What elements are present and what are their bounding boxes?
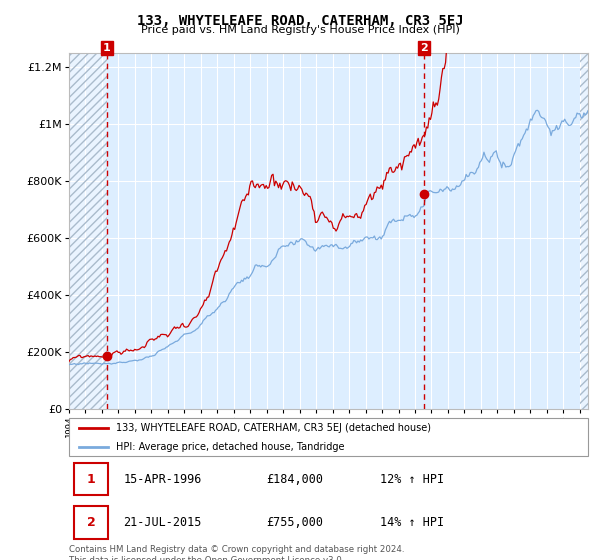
Text: 1: 1 — [87, 473, 95, 486]
FancyBboxPatch shape — [69, 418, 588, 456]
Bar — [69, 53, 107, 409]
Bar — [580, 53, 588, 409]
FancyBboxPatch shape — [74, 506, 108, 539]
Bar — [69, 53, 107, 409]
Text: £755,000: £755,000 — [266, 516, 323, 529]
Text: 15-APR-1996: 15-APR-1996 — [124, 473, 202, 486]
Text: 133, WHYTELEAFE ROAD, CATERHAM, CR3 5EJ (detached house): 133, WHYTELEAFE ROAD, CATERHAM, CR3 5EJ … — [116, 423, 431, 433]
Text: 14% ↑ HPI: 14% ↑ HPI — [380, 516, 445, 529]
FancyBboxPatch shape — [74, 463, 108, 496]
Text: Price paid vs. HM Land Registry's House Price Index (HPI): Price paid vs. HM Land Registry's House … — [140, 25, 460, 35]
Text: £184,000: £184,000 — [266, 473, 323, 486]
Bar — [69, 53, 107, 409]
Text: 21-JUL-2015: 21-JUL-2015 — [124, 516, 202, 529]
Text: Contains HM Land Registry data © Crown copyright and database right 2024.
This d: Contains HM Land Registry data © Crown c… — [69, 545, 404, 560]
Text: 2: 2 — [420, 43, 428, 53]
Text: 2: 2 — [87, 516, 95, 529]
Text: 1: 1 — [103, 43, 110, 53]
Bar — [580, 53, 588, 409]
Text: 133, WHYTELEAFE ROAD, CATERHAM, CR3 5EJ: 133, WHYTELEAFE ROAD, CATERHAM, CR3 5EJ — [137, 14, 463, 28]
Text: 12% ↑ HPI: 12% ↑ HPI — [380, 473, 445, 486]
Text: HPI: Average price, detached house, Tandridge: HPI: Average price, detached house, Tand… — [116, 442, 344, 452]
